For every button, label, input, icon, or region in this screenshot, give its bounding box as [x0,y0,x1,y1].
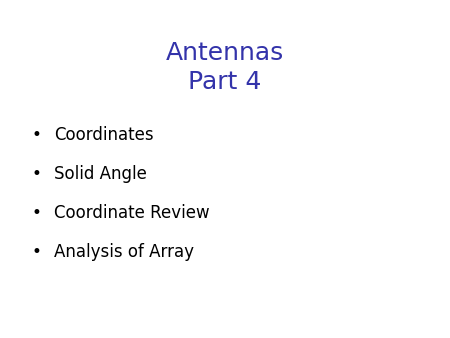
Text: •: • [31,204,41,222]
Text: Coordinates: Coordinates [54,126,153,144]
Text: •: • [31,126,41,144]
Text: Analysis of Array: Analysis of Array [54,243,194,261]
Text: •: • [31,243,41,261]
Text: Antennas
Part 4: Antennas Part 4 [166,41,284,94]
Text: •: • [31,165,41,183]
Text: Solid Angle: Solid Angle [54,165,147,183]
Text: Coordinate Review: Coordinate Review [54,204,210,222]
